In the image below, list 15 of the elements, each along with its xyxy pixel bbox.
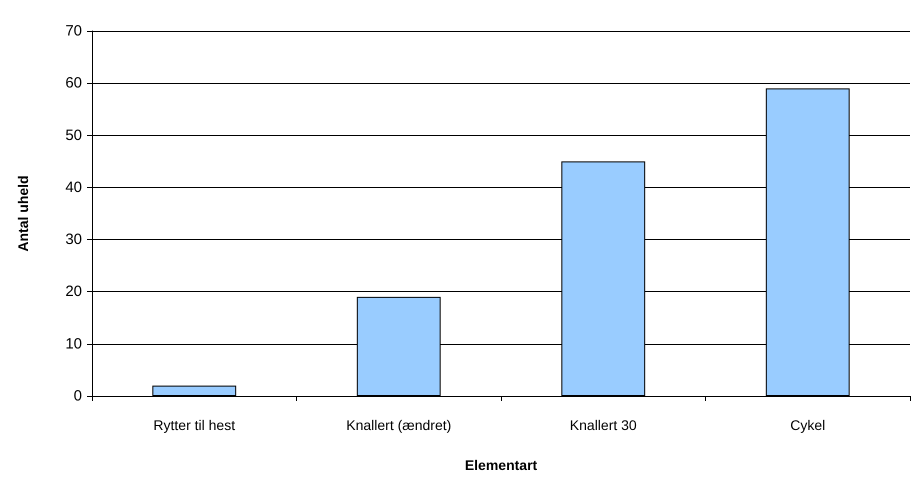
x-tick-label: Knallert 30 — [570, 417, 637, 433]
y-tick-label: 30 — [65, 231, 82, 248]
x-axis-title: Elementart — [464, 457, 538, 473]
y-axis-title: Antal uheld — [15, 175, 31, 252]
y-tick-label: 70 — [65, 22, 82, 40]
y-tick-label: 20 — [65, 283, 82, 300]
y-tick-label: 40 — [65, 178, 82, 196]
y-tick-label: 60 — [65, 74, 82, 92]
y-tick-label: 0 — [74, 388, 82, 404]
x-tick-label: Cykel — [790, 417, 826, 433]
y-tick-label: 10 — [65, 335, 82, 352]
bar — [152, 386, 236, 396]
x-tick-label: Rytter til hest — [153, 417, 236, 433]
y-tick-label: 50 — [65, 126, 82, 144]
x-tick-label: Knallert (ændret) — [346, 417, 452, 433]
